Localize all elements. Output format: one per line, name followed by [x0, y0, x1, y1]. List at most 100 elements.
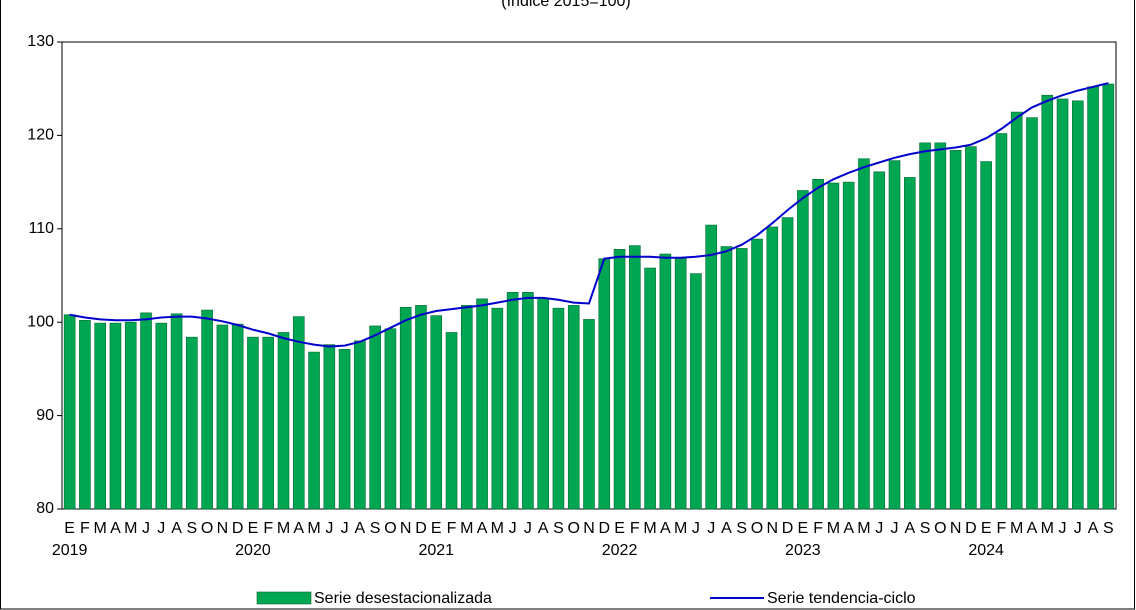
bar [216, 324, 229, 510]
x-tick-label: D [965, 520, 977, 537]
x-tick-label: S [920, 520, 931, 537]
bar [552, 307, 565, 510]
bar [522, 292, 534, 510]
x-tick-label: O [751, 520, 763, 537]
bar [476, 298, 488, 510]
x-tick-label: N [217, 520, 229, 537]
bar [812, 178, 824, 510]
x-tick-label: F [813, 520, 823, 537]
x-tick-label: M [1010, 520, 1023, 537]
bar [1026, 117, 1038, 510]
x-tick-label: A [538, 520, 549, 537]
x-tick-label: J [891, 520, 899, 537]
x-tick-label: M [857, 520, 870, 537]
x-tick-label: N [950, 520, 962, 537]
x-tick-label: J [524, 520, 532, 537]
x-tick-label: F [80, 520, 90, 537]
bar [308, 351, 320, 510]
bar [598, 258, 611, 510]
bar [1041, 94, 1054, 510]
x-tick-label: D [415, 520, 427, 537]
x-tick-label: E [431, 520, 442, 537]
y-tick-label: 100 [27, 313, 54, 330]
y-tick-label: 80 [36, 500, 54, 517]
x-tick-label: E [248, 520, 259, 537]
x-tick-label: E [64, 520, 75, 537]
bar [1010, 111, 1023, 510]
bar [140, 312, 152, 510]
bar [720, 246, 733, 510]
x-tick-label: M [307, 520, 320, 537]
y-tick-label: 130 [27, 33, 54, 50]
bar [980, 161, 992, 510]
bar [1087, 86, 1099, 510]
x-tick-label: A [843, 520, 854, 537]
x-tick-label: D [598, 520, 610, 537]
x-tick-label: A [171, 520, 182, 537]
bar [445, 332, 458, 510]
bar [1102, 83, 1115, 510]
y-tick-label: 90 [36, 407, 54, 424]
bar [613, 249, 626, 510]
x-tick-label: A [904, 520, 915, 537]
bar [781, 217, 794, 510]
bar [873, 171, 886, 510]
bar [583, 319, 595, 510]
bar [903, 177, 916, 510]
bar [1072, 100, 1084, 510]
x-tick-label: F [263, 520, 273, 537]
x-tick-label: M [491, 520, 504, 537]
bar [170, 313, 183, 510]
x-tick-label: A [1027, 520, 1038, 537]
x-tick-label: N [400, 520, 412, 537]
x-tick-label: F [997, 520, 1007, 537]
x-tick-label: E [614, 520, 625, 537]
x-tick-label: O [567, 520, 579, 537]
x-tick-label: J [875, 520, 883, 537]
x-tick-label: F [447, 520, 457, 537]
bar [155, 322, 168, 510]
x-tick-label: O [384, 520, 396, 537]
bar [186, 336, 198, 510]
bar [995, 133, 1008, 510]
bar [858, 158, 870, 510]
bar [827, 182, 840, 510]
x-tick-label: J [341, 520, 349, 537]
bar [354, 340, 366, 510]
bar [797, 190, 809, 510]
bar [934, 142, 947, 510]
bar [735, 248, 748, 510]
bar [705, 224, 718, 510]
x-tick-label: M [674, 520, 687, 537]
bar [659, 253, 672, 510]
bar [292, 316, 305, 510]
x-tick-label: M [124, 520, 137, 537]
bar [430, 315, 443, 510]
x-tick-label: A [110, 520, 121, 537]
bar [415, 305, 427, 510]
bar [262, 336, 275, 510]
x-tick-label: A [293, 520, 304, 537]
x-tick-label: M [277, 520, 290, 537]
x-group-label: 2019 [52, 542, 88, 559]
x-tick-label: J [509, 520, 517, 537]
x-tick-label: S [370, 520, 381, 537]
x-tick-label: S [187, 520, 198, 537]
bar [949, 150, 962, 510]
x-tick-label: N [583, 520, 595, 537]
x-tick-label: S [1103, 520, 1114, 537]
x-group-label: 2023 [785, 542, 821, 559]
bar [842, 181, 855, 510]
bar [399, 306, 412, 510]
bar [491, 307, 504, 510]
x-tick-label: M [1041, 520, 1054, 537]
legend-label: Serie desestacionalizada [314, 590, 492, 607]
bar [109, 322, 122, 510]
bar [690, 273, 702, 510]
x-tick-label: F [630, 520, 640, 537]
x-tick-label: E [798, 520, 809, 537]
bar [94, 322, 106, 510]
x-tick-label: S [553, 520, 564, 537]
y-tick-label: 120 [27, 127, 54, 144]
